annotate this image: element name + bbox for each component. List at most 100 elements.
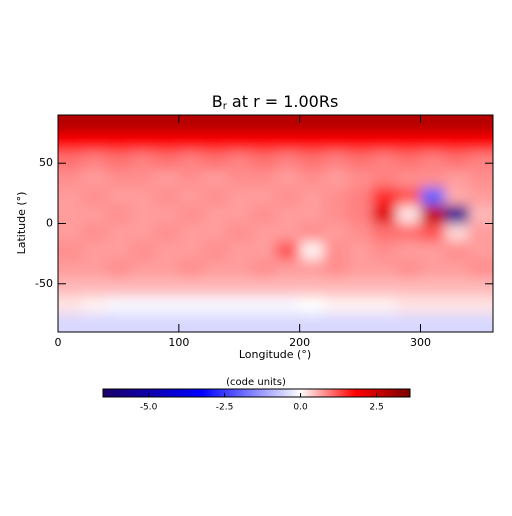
heat-cell [275, 205, 301, 224]
heat-cell [444, 223, 470, 243]
heat-cell [348, 241, 373, 261]
heat-cell [178, 169, 204, 188]
heat-cell [154, 295, 180, 315]
x-tick-label: 0 [55, 336, 62, 349]
heat-cell [106, 115, 131, 134]
heat-cell [396, 151, 421, 170]
heat-cell [468, 151, 493, 170]
heat-cell [58, 187, 83, 206]
heat-cell [299, 223, 325, 243]
heat-cell [372, 151, 397, 170]
heat-cell [420, 169, 446, 188]
heat-cell [323, 241, 349, 261]
heat-cell [251, 241, 276, 261]
heat-cell [227, 241, 252, 261]
heat-cell [348, 187, 373, 206]
heat-cell [203, 277, 228, 297]
heat-cell [154, 313, 180, 332]
heat-cell [396, 205, 421, 224]
heat-cell [444, 151, 470, 170]
heat-cell [251, 187, 276, 206]
heat-cell [106, 295, 131, 315]
heat-cell [227, 115, 252, 134]
heat-cell [106, 169, 131, 188]
heat-cell [275, 241, 301, 261]
heat-cell [468, 241, 493, 261]
heat-cell [275, 259, 301, 279]
heat-cell [178, 241, 204, 261]
y-tick-label: -50 [35, 277, 53, 290]
heat-cell [420, 151, 446, 170]
heat-cell [203, 223, 228, 243]
heat-cell [227, 187, 252, 206]
colorbar-tick-label: -5.0 [140, 403, 158, 413]
heat-cell [468, 259, 493, 279]
heat-cell [299, 151, 325, 170]
heat-cell [82, 295, 107, 315]
heat-cell [227, 205, 252, 224]
heat-cell [203, 151, 228, 170]
colorbar-tick-label: -2.5 [216, 403, 234, 413]
heat-cell [106, 205, 131, 224]
heat-cell [468, 133, 493, 152]
heat-cell [396, 187, 421, 206]
heat-cell [348, 223, 373, 243]
heat-cell [154, 223, 180, 243]
heat-cell [323, 151, 349, 170]
heat-cell [323, 259, 349, 279]
heat-cell [178, 223, 204, 243]
chart-title: Br at r = 1.00Rs [212, 92, 339, 113]
heat-cell [106, 223, 131, 243]
heat-cell [58, 223, 83, 243]
heat-cell [396, 295, 421, 315]
heat-cell [372, 115, 397, 134]
heat-cell [130, 115, 156, 134]
heat-cell [82, 205, 107, 224]
heat-cell [420, 277, 446, 297]
heat-cell [468, 205, 493, 224]
heat-cell [444, 241, 470, 261]
heat-cell [275, 115, 301, 134]
heat-cell [82, 115, 107, 134]
heat-cell [203, 205, 228, 224]
heat-cell [299, 169, 325, 188]
heat-cell [251, 313, 276, 332]
heat-cell [323, 205, 349, 224]
heat-cell [372, 187, 397, 206]
heatmap [58, 115, 493, 332]
heat-cell [58, 259, 83, 279]
heat-cell [251, 169, 276, 188]
heat-cell [468, 313, 493, 332]
heat-cell [299, 205, 325, 224]
heat-cell [275, 133, 301, 152]
heat-cell [275, 187, 301, 206]
heat-cell [130, 187, 156, 206]
heat-cell [58, 277, 83, 297]
heat-cell [323, 295, 349, 315]
heat-cell [227, 295, 252, 315]
heat-cell [468, 295, 493, 315]
heat-cell [130, 205, 156, 224]
heat-cell [275, 313, 301, 332]
heat-cell [299, 277, 325, 297]
heat-cell [154, 259, 180, 279]
heat-cell [396, 259, 421, 279]
heat-cell [444, 205, 470, 224]
heat-cell [251, 151, 276, 170]
heat-cell [444, 187, 470, 206]
heat-cell [348, 151, 373, 170]
heat-cell [178, 133, 204, 152]
heat-cell [299, 133, 325, 152]
heat-cell [106, 313, 131, 332]
heat-cell [203, 313, 228, 332]
heat-cell [154, 241, 180, 261]
heat-cell [372, 133, 397, 152]
heat-cell [154, 277, 180, 297]
heat-cell [154, 205, 180, 224]
heat-cell [154, 115, 180, 134]
heat-cell [58, 295, 83, 315]
title-symbol: B [212, 92, 223, 111]
heat-cell [444, 115, 470, 134]
heat-cell [58, 133, 83, 152]
heat-cell [420, 313, 446, 332]
